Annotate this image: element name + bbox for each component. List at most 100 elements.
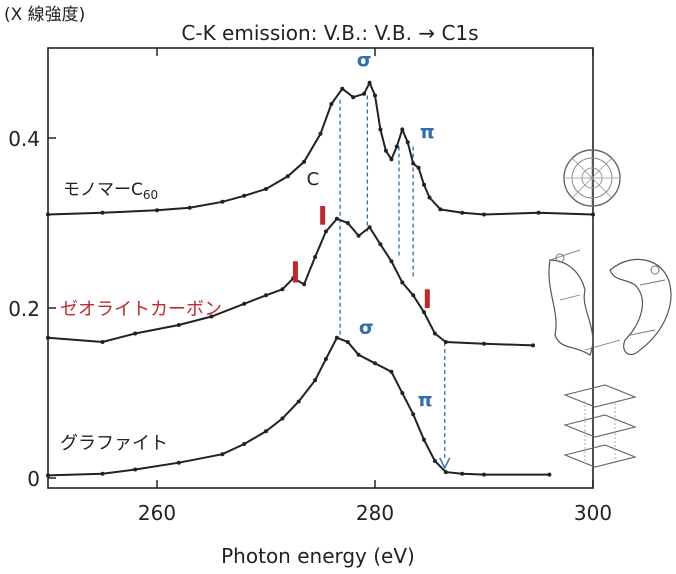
curve-c60-point — [318, 131, 323, 136]
curve-c60-point — [427, 195, 432, 200]
curve-zeolite-carbon-point — [209, 314, 214, 319]
y-axis-label: (X 線強度) — [4, 5, 85, 25]
curve-c60-point — [220, 199, 225, 204]
curve-graphite-point — [242, 442, 247, 446]
peak-label: π — [420, 121, 435, 143]
curve-graphite-point — [334, 335, 339, 340]
curve-zeolite-carbon-point — [46, 335, 50, 340]
curve-graphite-point — [133, 467, 138, 472]
curve-zeolite-carbon-point — [378, 242, 383, 247]
peak-label: σ — [357, 49, 372, 71]
c60-molecule-icon — [563, 149, 621, 207]
curve-zeolite-carbon-point — [334, 216, 339, 221]
annotations: σ π σ π C — [292, 49, 435, 411]
curve-c60-point — [460, 210, 465, 215]
curve-graphite-point — [356, 352, 361, 357]
curve-zeolite-carbon-point — [422, 310, 426, 315]
curve-c60-point — [187, 205, 192, 210]
curve-c60-point — [378, 127, 383, 132]
data-curves — [46, 80, 595, 478]
curve-c60-point — [373, 93, 377, 98]
curve-zeolite-carbon — [47, 217, 534, 347]
curve-zeolite-carbon-point — [242, 301, 247, 306]
curve-c60-point — [46, 212, 50, 217]
x-tick-label: 300 — [574, 501, 612, 525]
curve-graphite-point — [400, 391, 405, 395]
y-tick-label: 0 — [27, 467, 40, 491]
curve-graphite-point — [176, 460, 181, 465]
curve-graphite-point — [280, 416, 285, 421]
curve-zeolite-carbon-point — [531, 343, 535, 348]
curve-graphite-point — [345, 340, 350, 344]
curve-zeolite-carbon-point — [100, 340, 105, 344]
curve-graphite-point — [264, 429, 268, 434]
curve-graphite-point — [432, 459, 437, 463]
curve-c60-point — [367, 80, 372, 85]
peak-label: σ — [359, 317, 374, 339]
curve-c60-point — [416, 165, 421, 170]
series-label-graphite: グラファイト — [60, 433, 168, 454]
peak-label: π — [418, 389, 433, 411]
edge-arrow-head — [439, 457, 451, 470]
curve-graphite-point — [422, 437, 426, 442]
curve-graphite-point — [460, 471, 465, 476]
curve-c60-point — [394, 144, 399, 149]
curve-c60-point — [285, 174, 290, 179]
curve-c60-point — [411, 161, 416, 166]
curve-graphite-point — [100, 471, 105, 476]
graphite-layers-icon — [563, 384, 637, 468]
curve-zeolite-carbon-point — [356, 233, 361, 238]
curve-c60-point — [242, 193, 247, 198]
x-axis-label: Photon energy (eV) — [221, 544, 415, 568]
y-tick-label: 0.2 — [8, 297, 40, 321]
curve-zeolite-carbon-point — [264, 293, 268, 298]
curve-graphite-point — [389, 369, 394, 374]
curve-c60-point — [422, 182, 426, 187]
curve-zeolite-carbon-point — [389, 259, 394, 264]
curve-c60-point — [591, 212, 595, 217]
axis-ticks: 260 280 300 0 0.2 0.4 — [8, 48, 612, 525]
curve-zeolite-carbon-point — [367, 225, 372, 230]
curve-graphite-point — [46, 473, 50, 478]
curve-graphite-point — [411, 412, 416, 417]
marker-c-label: C — [307, 169, 320, 190]
curve-zeolite-carbon-point — [411, 293, 416, 298]
curve-c60-point — [264, 187, 268, 191]
x-tick-label: 280 — [356, 501, 394, 525]
curve-graphite-point — [296, 399, 301, 404]
curve-zeolite-carbon-point — [400, 280, 405, 285]
curve-zeolite-carbon-point — [176, 323, 181, 327]
series-label-c60-subscript: 60 — [143, 188, 158, 202]
curve-c60-point — [100, 210, 105, 215]
curve-zeolite-carbon-point — [443, 340, 448, 344]
curve-zeolite-carbon-point — [482, 341, 486, 346]
x-tick-label: 260 — [138, 501, 176, 525]
series-label-c60: モノマーC60 — [63, 180, 158, 202]
curve-c60-point — [536, 210, 541, 215]
curve-c60-point — [329, 102, 334, 106]
curve-c60-point — [405, 140, 410, 145]
curve-c60-point — [155, 208, 159, 213]
curve-c60-point — [351, 95, 356, 100]
curve-c60-point — [302, 159, 307, 164]
curve-graphite-point — [373, 361, 377, 366]
curve-zeolite-carbon-point — [302, 282, 307, 287]
curve-zeolite-carbon-point — [432, 331, 437, 336]
curve-c60-point — [438, 207, 443, 212]
curve-c60-point — [400, 127, 405, 132]
curve-zeolite-carbon-point — [313, 255, 318, 259]
curve-graphite-point — [323, 357, 328, 361]
curve-graphite — [47, 336, 550, 477]
curve-graphite-point — [482, 472, 486, 477]
curve-c60-point — [482, 212, 486, 217]
chart-title: C-K emission: V.B.: V.B. → C1s — [181, 21, 478, 45]
curve-graphite-point — [313, 378, 318, 383]
curve-graphite-point — [547, 472, 552, 477]
y-tick-label: 0.4 — [8, 127, 40, 151]
curve-zeolite-carbon-point — [280, 287, 285, 292]
curve-c60-point — [362, 91, 367, 96]
series-label-zeolite-carbon: ゼオライトカーボン — [60, 299, 222, 320]
curve-c60-point — [383, 148, 388, 153]
curve-graphite-point — [443, 470, 448, 475]
